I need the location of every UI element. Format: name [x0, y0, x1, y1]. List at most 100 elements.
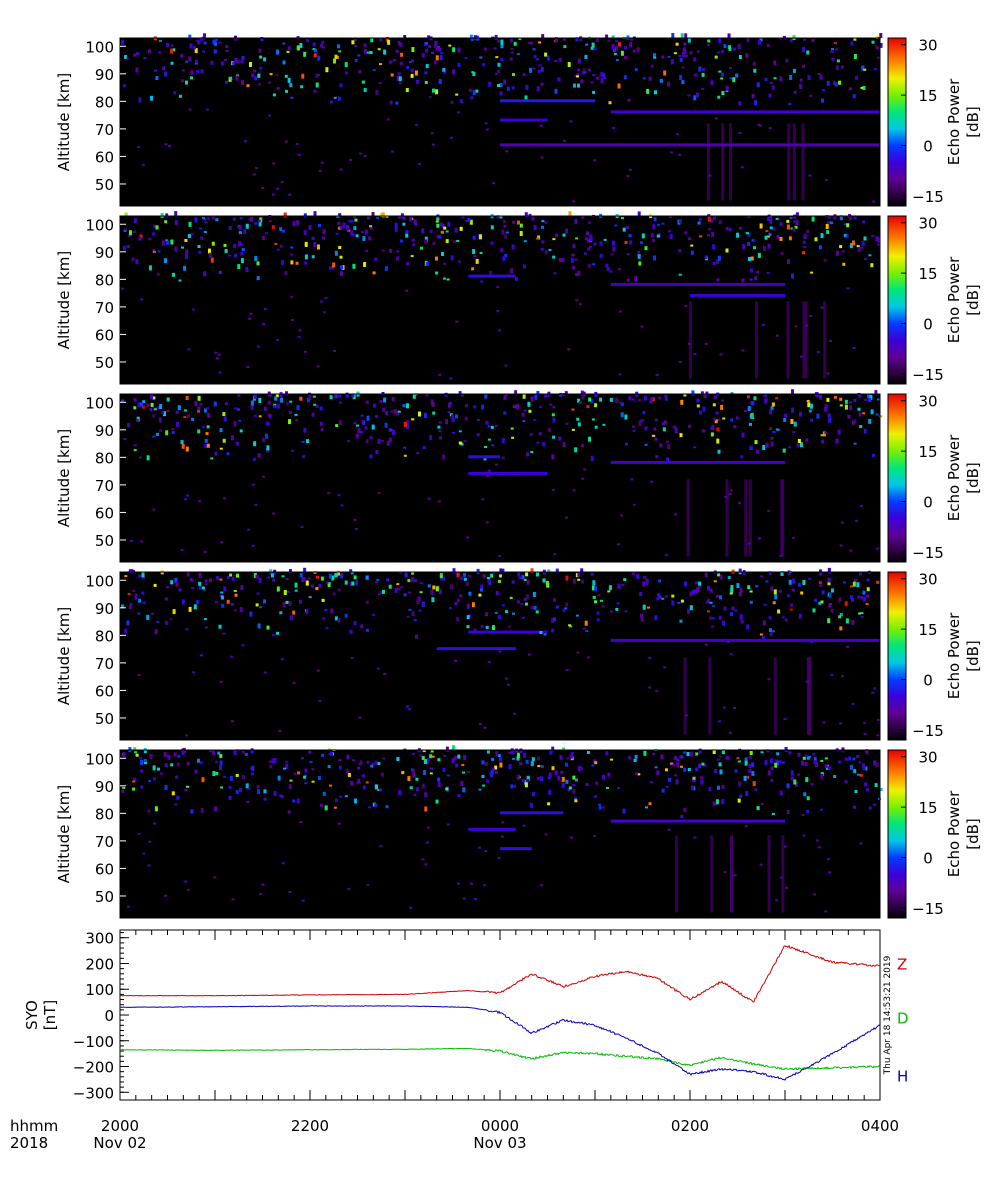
echo-cell: [776, 752, 780, 756]
echo-cell: [174, 211, 178, 217]
echo-cell: [443, 754, 447, 757]
echo-cell: [396, 412, 400, 415]
echo-layer: [690, 293, 785, 297]
echo-cell: [317, 776, 321, 780]
echo-cell: [852, 757, 856, 761]
echo-cell: [574, 218, 578, 224]
echo-cell: [297, 335, 301, 338]
echo-cell: [590, 46, 594, 50]
echo-cell: [659, 443, 663, 448]
echo-cell: [744, 757, 748, 762]
echo-cell: [365, 249, 368, 252]
echo-cell: [314, 51, 318, 54]
date-tick-label: Nov 03: [473, 1134, 526, 1152]
echo-cell: [353, 621, 357, 626]
echo-cell: [250, 216, 254, 222]
echo-cell: [510, 750, 514, 755]
echo-cell: [485, 521, 489, 524]
echo-cell: [186, 761, 190, 766]
echo-cell: [838, 597, 842, 603]
echo-cell: [863, 428, 867, 434]
echo-cell: [864, 766, 868, 771]
echo-cell: [597, 594, 601, 597]
echo-cell: [572, 578, 576, 584]
echo-cell: [296, 45, 300, 51]
echo-cell: [428, 44, 432, 48]
echo-cell: [839, 404, 843, 407]
echo-cell: [538, 432, 542, 436]
echo-cell: [347, 229, 351, 232]
echo-cell: [504, 234, 508, 239]
echo-cell: [406, 615, 410, 618]
echo-cell: [203, 550, 207, 553]
echo-cell: [289, 615, 293, 621]
echo-cell: [606, 267, 610, 272]
echo-cell: [487, 438, 491, 441]
echo-cell: [581, 444, 584, 448]
echo-cell: [747, 215, 751, 218]
echo-cell: [508, 625, 512, 628]
echo-cell: [598, 803, 601, 806]
echo-cell: [135, 259, 139, 265]
echo-cell: [628, 396, 632, 401]
echo-cell: [452, 745, 455, 751]
echo-cell: [718, 70, 722, 73]
echo-cell: [626, 175, 630, 178]
echo-cell: [263, 671, 267, 674]
echo-cell: [788, 236, 792, 241]
echo-cell: [269, 73, 273, 76]
echo-cell: [563, 139, 566, 142]
echo-cell: [210, 257, 214, 263]
echo-cell: [414, 634, 418, 639]
echo-cell: [361, 80, 365, 84]
echo-cell: [811, 39, 815, 43]
echo-cell: [428, 96, 432, 98]
echo-cell: [839, 245, 843, 249]
echo-layer: [610, 819, 785, 823]
echo-cell: [441, 252, 444, 256]
echo-cell: [679, 57, 683, 62]
echo-cell: [360, 414, 364, 417]
echo-cell: [402, 215, 406, 221]
echo-cell: [501, 604, 505, 607]
y-tick-label: 70: [95, 833, 114, 851]
echo-cell: [863, 68, 867, 71]
echo-cell: [862, 220, 866, 224]
echo-cell: [135, 418, 139, 422]
echo-cell: [786, 809, 790, 814]
echo-cell: [831, 588, 834, 593]
echo-cell: [327, 582, 331, 588]
echo-cell: [694, 73, 698, 77]
echo-cell: [265, 232, 268, 235]
echo-cell: [746, 775, 750, 779]
echo-cell: [529, 41, 533, 45]
echo-cell: [752, 239, 756, 242]
echo-cell: [175, 775, 179, 779]
echo-cell: [751, 94, 755, 98]
echo-cell: [199, 402, 203, 406]
y-tick-label: 80: [95, 627, 114, 645]
echo-cell: [285, 760, 289, 763]
echo-cell: [180, 440, 184, 445]
echo-cell: [490, 241, 494, 245]
echo-cell: [381, 249, 385, 252]
echo-cell: [219, 760, 223, 766]
echo-cell: [572, 788, 576, 794]
echo-cell: [164, 220, 168, 224]
echo-cell: [287, 46, 291, 51]
echo-cell: [628, 234, 632, 238]
echo-cell: [366, 760, 370, 764]
echo-cell: [454, 602, 458, 605]
echo-cell: [708, 786, 712, 791]
echo-cell: [661, 597, 665, 600]
echo-cell: [252, 457, 256, 461]
echo-cell: [292, 799, 296, 803]
echo-cell: [511, 580, 515, 584]
echo-cell: [318, 583, 322, 588]
echo-cell: [592, 74, 596, 76]
echo-cell: [403, 454, 407, 457]
echo-cell: [769, 218, 773, 224]
echo-cell: [823, 301, 827, 379]
echo-cell: [375, 415, 379, 418]
